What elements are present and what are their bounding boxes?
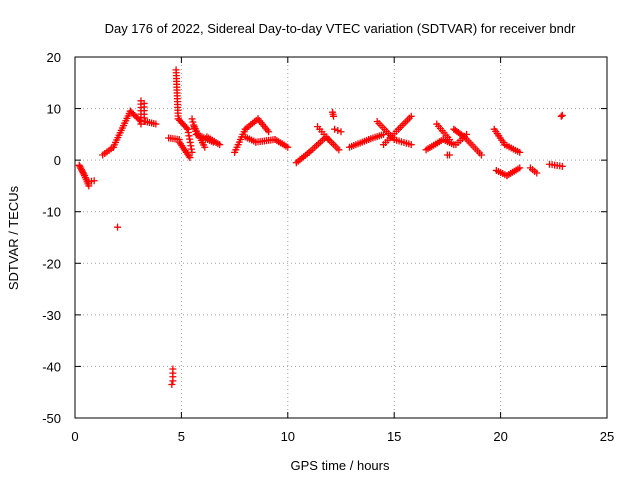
data-point [334,126,342,134]
data-point [216,141,224,149]
y-tick-label: 20 [47,50,61,65]
data-point [186,154,194,162]
data-point [533,169,541,177]
grid [75,57,607,418]
data-point [516,148,524,156]
y-tick-label: 0 [54,153,61,168]
y-tick-label: 10 [47,102,61,117]
y-tick-label: -10 [42,205,61,220]
x-tick-label: 10 [281,429,295,444]
data-point [201,143,209,151]
data-point [114,223,122,231]
y-tick-labels: 20 10 0 -10 -20 -30 -40 -50 [42,50,61,426]
data-point [516,164,524,172]
data-point [188,115,196,123]
data-point [446,136,454,144]
x-axis-label: GPS time / hours [291,458,390,473]
y-axis-label: SDTVAR / TECUs [6,185,21,290]
data-point [337,128,345,136]
x-tick-labels: 0 5 10 15 20 25 [71,429,614,444]
data-point [407,141,415,149]
y-tick-label: -40 [42,359,61,374]
data-point [557,112,565,120]
data-point [407,112,415,120]
chart-title: Day 176 of 2022, Sidereal Day-to-day VTE… [105,21,577,36]
x-tick-label: 15 [387,429,401,444]
data-series [75,66,566,388]
y-tick-label: -50 [42,411,61,426]
data-point [324,136,332,144]
data-point [446,151,454,159]
data-point [558,162,566,170]
data-point [265,128,273,136]
data-point [331,125,339,133]
x-tick-label: 25 [600,429,614,444]
data-point [188,148,196,156]
y-tick-label: -20 [42,256,61,271]
data-point [558,111,566,119]
data-point [284,143,292,151]
data-point [330,112,338,120]
data-point [463,130,471,138]
data-point [80,170,88,178]
data-point [90,177,98,185]
data-point [189,118,197,126]
data-point [168,380,176,388]
axis-ticks [74,56,608,419]
x-tick-label: 0 [71,429,78,444]
x-tick-label: 20 [493,429,507,444]
y-tick-label: -30 [42,308,61,323]
data-point [182,124,190,132]
x-tick-label: 5 [178,429,185,444]
data-point [477,151,485,159]
data-point [335,146,343,154]
data-point [152,120,160,128]
plot-frame [74,56,608,419]
data-point [169,377,177,385]
